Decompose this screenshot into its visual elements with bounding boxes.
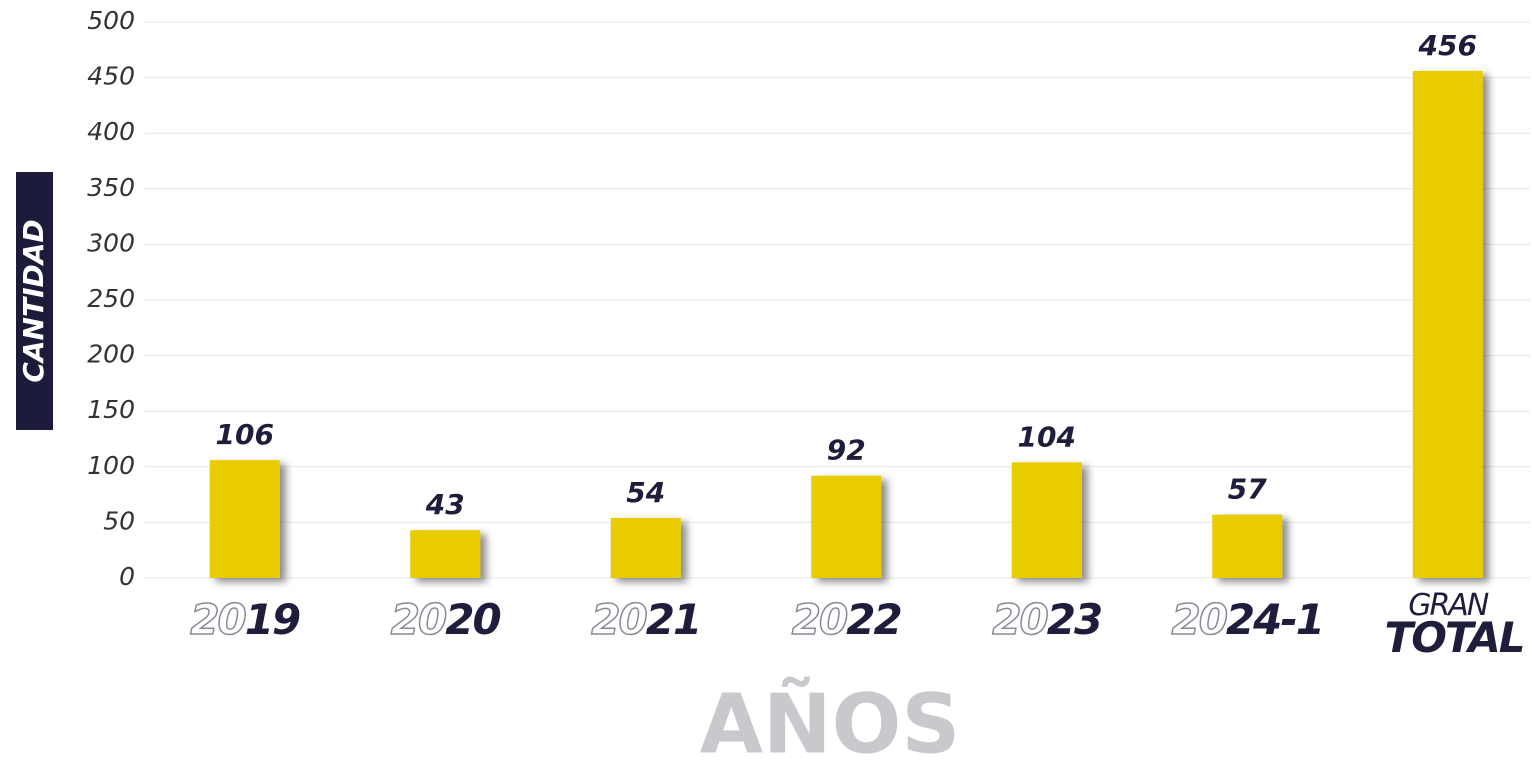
y-axis-label: CANTIDAD bbox=[17, 219, 50, 382]
y-tick-label: 100 bbox=[87, 451, 135, 480]
bar bbox=[811, 475, 882, 578]
y-tick-label: 50 bbox=[103, 506, 135, 535]
y-tick-label: 350 bbox=[87, 173, 135, 202]
x-tick-label: 2024-1 bbox=[1171, 595, 1323, 644]
bar bbox=[410, 530, 481, 578]
x-tick-label: 2022 bbox=[792, 595, 901, 644]
y-tick-label: 150 bbox=[87, 395, 135, 424]
value-label: 104 bbox=[1018, 420, 1076, 453]
x-tick-label: 2019 bbox=[190, 595, 300, 644]
y-tick-label: 450 bbox=[87, 62, 135, 91]
y-tick-label: 500 bbox=[87, 6, 135, 35]
bar bbox=[610, 517, 681, 578]
value-label: 43 bbox=[425, 488, 465, 521]
value-label: 456 bbox=[1418, 29, 1477, 62]
y-tick-label: 300 bbox=[87, 228, 135, 257]
value-label: 92 bbox=[827, 434, 866, 467]
x-tick-label: 2023 bbox=[992, 595, 1101, 644]
x-axis-label: AÑOS bbox=[700, 675, 961, 765]
bar bbox=[1212, 514, 1283, 578]
bar bbox=[209, 460, 280, 578]
value-label: 57 bbox=[1228, 473, 1267, 506]
value-label: 54 bbox=[626, 476, 665, 509]
bar bbox=[1011, 462, 1082, 578]
x-tick-label: 2021 bbox=[591, 595, 700, 644]
bar bbox=[1412, 70, 1483, 578]
y-label-box bbox=[16, 172, 53, 430]
y-tick-label: 200 bbox=[87, 340, 135, 369]
value-label: 106 bbox=[216, 418, 274, 451]
y-tick-label: 400 bbox=[87, 117, 135, 146]
y-tick-label: 250 bbox=[87, 284, 135, 313]
y-tick-label: 0 bbox=[119, 562, 135, 591]
x-tick-label: 2020 bbox=[391, 595, 501, 644]
x-tick-label: GRAN TOTAL bbox=[1372, 588, 1524, 662]
